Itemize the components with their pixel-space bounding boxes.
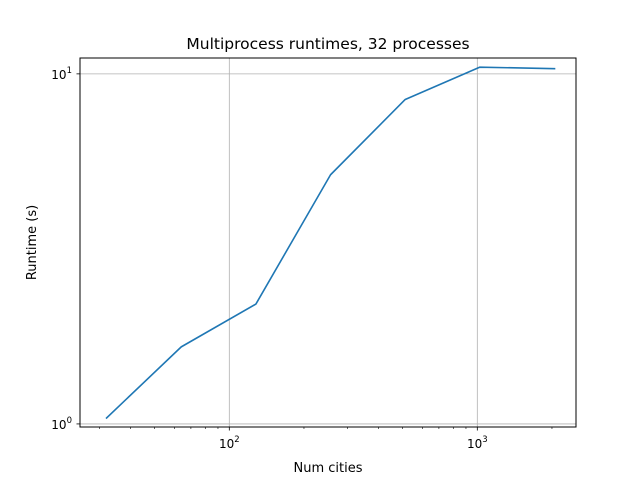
x-tick-label: 102 (219, 435, 240, 451)
y-tick-label: 101 (51, 66, 72, 82)
plot-frame (79, 57, 577, 428)
y-tick-label-exponent: 0 (67, 416, 72, 426)
chart-title: Multiprocess runtimes, 32 processes (186, 35, 469, 53)
y-tick-label-exponent: 1 (67, 66, 72, 76)
x-tick-label-base: 10 (219, 437, 234, 451)
x-tick-label: 103 (467, 435, 488, 451)
x-tick-label-exponent: 3 (482, 435, 487, 445)
series-layer (105, 66, 556, 420)
x-axis-label: Num cities (294, 461, 363, 476)
y-axis-label: Runtime (s) (25, 205, 40, 280)
y-tick-label-base: 10 (51, 68, 66, 82)
y-tick-label: 100 (51, 416, 72, 432)
x-tick-label-base: 10 (467, 437, 482, 451)
grid-lines (80, 58, 576, 427)
y-tick-label-base: 10 (51, 418, 66, 432)
x-tick-label-exponent: 2 (234, 435, 239, 445)
